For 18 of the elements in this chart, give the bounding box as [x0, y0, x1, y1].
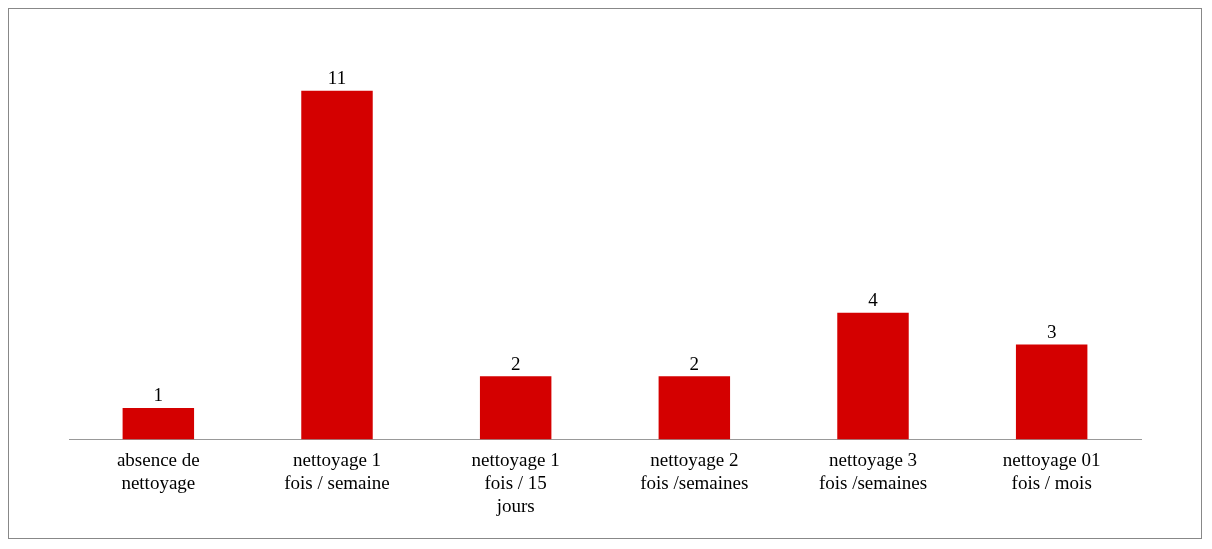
bar [658, 376, 731, 440]
x-tick-label: nettoyage 2 fois /semaines [640, 448, 749, 493]
data-label: 1 [153, 384, 164, 406]
data-label: 2 [510, 352, 521, 374]
bar [837, 312, 909, 440]
bar [301, 90, 373, 440]
data-label: 4 [868, 289, 879, 311]
x-tick-label: absence de nettoyage [116, 448, 200, 493]
data-label: 3 [1046, 320, 1057, 342]
x-tick-label: nettoyage 01 fois / mois [1002, 448, 1101, 493]
data-label: 2 [689, 352, 700, 374]
x-tick-label: nettoyage 1 fois / semaine [284, 448, 390, 493]
bar [479, 376, 552, 440]
bar [1015, 344, 1088, 440]
x-tick-label: nettoyage 1 fois / 15 jours [471, 448, 560, 516]
x-tick-label: nettoyage 3 fois /semaines [818, 448, 928, 493]
bar [122, 407, 195, 440]
data-label: 11 [327, 67, 347, 89]
